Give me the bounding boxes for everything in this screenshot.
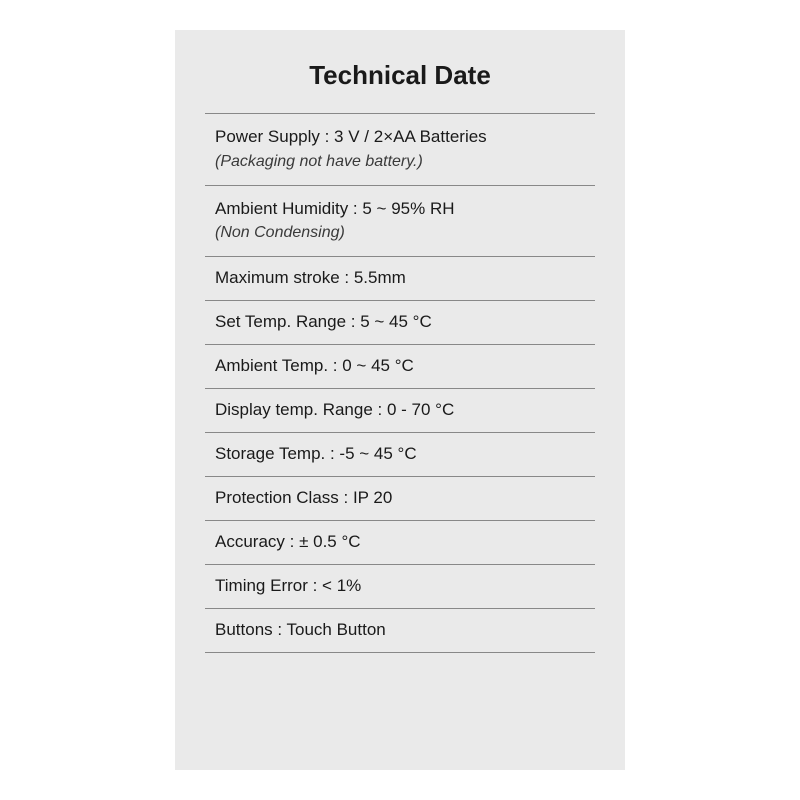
spec-text: Set Temp. Range : 5 ~ 45 °C [215, 311, 589, 334]
spec-text: Accuracy : ± 0.5 °C [215, 531, 589, 554]
table-row: Maximum stroke : 5.5mm [205, 257, 595, 301]
spec-text: Maximum stroke : 5.5mm [215, 267, 589, 290]
spec-note: (Packaging not have battery.) [215, 151, 589, 173]
table-row: Protection Class : IP 20 [205, 477, 595, 521]
table-row: Accuracy : ± 0.5 °C [205, 521, 595, 565]
spec-text: Display temp. Range : 0 - 70 °C [215, 399, 589, 422]
table-row: Set Temp. Range : 5 ~ 45 °C [205, 301, 595, 345]
table-row: Timing Error : < 1% [205, 565, 595, 609]
page-title: Technical Date [205, 60, 595, 91]
spec-note: (Non Condensing) [215, 222, 589, 244]
spec-text: Timing Error : < 1% [215, 575, 589, 598]
spec-text: Power Supply : 3 V / 2×AA Batteries [215, 126, 589, 149]
spec-text: Protection Class : IP 20 [215, 487, 589, 510]
spec-text: Storage Temp. : -5 ~ 45 °C [215, 443, 589, 466]
table-row: Power Supply : 3 V / 2×AA Batteries (Pac… [205, 114, 595, 186]
spec-card: Technical Date Power Supply : 3 V / 2×AA… [175, 30, 625, 770]
table-row: Ambient Humidity : 5 ~ 95% RH (Non Conde… [205, 186, 595, 258]
spec-text: Ambient Temp. : 0 ~ 45 °C [215, 355, 589, 378]
spec-text: Buttons : Touch Button [215, 619, 589, 642]
table-row: Display temp. Range : 0 - 70 °C [205, 389, 595, 433]
spec-text: Ambient Humidity : 5 ~ 95% RH [215, 198, 589, 221]
spec-rows: Power Supply : 3 V / 2×AA Batteries (Pac… [205, 113, 595, 653]
table-row: Buttons : Touch Button [205, 609, 595, 653]
table-row: Storage Temp. : -5 ~ 45 °C [205, 433, 595, 477]
table-row: Ambient Temp. : 0 ~ 45 °C [205, 345, 595, 389]
